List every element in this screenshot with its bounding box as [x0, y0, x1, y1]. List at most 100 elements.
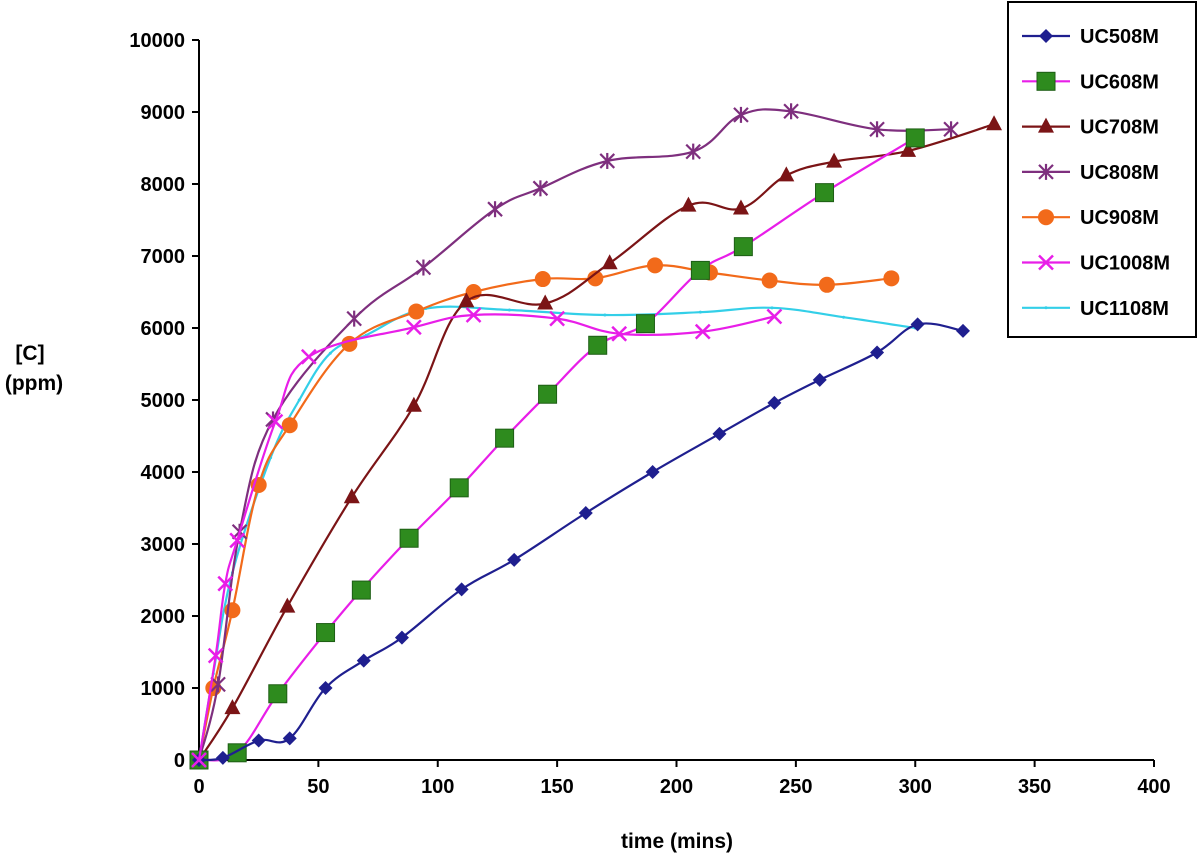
data-point: [458, 292, 475, 308]
data-point: [394, 630, 409, 645]
y-tick-label: 3000: [141, 534, 186, 556]
x-tick-label: 50: [307, 776, 329, 798]
data-point: [812, 372, 827, 387]
data-point: [910, 317, 925, 332]
legend: UC508M UC608M UC708M UC808M UC908M UC1008M UC1…: [1007, 1, 1197, 338]
data-point: [532, 180, 549, 197]
data-point: [766, 308, 783, 325]
x-tick-label: 300: [899, 776, 932, 798]
data-point: [279, 597, 296, 613]
data-point: [487, 201, 503, 218]
data-point: [449, 478, 469, 498]
data-point: [454, 582, 469, 597]
y-tick-label: 10000: [129, 30, 185, 52]
data-point: [356, 653, 371, 668]
data-point: [224, 699, 241, 715]
data-point: [316, 623, 336, 643]
data-point: [870, 345, 885, 360]
legend-item: UC508M: [1022, 26, 1159, 48]
y-tick-label: 5000: [141, 390, 186, 412]
data-point: [733, 106, 749, 123]
data-point: [778, 166, 795, 182]
data-point: [215, 750, 230, 765]
legend-marker: [1038, 254, 1054, 271]
legend-label: UC608M: [1080, 71, 1159, 93]
data-point: [210, 676, 226, 693]
data-point: [645, 465, 660, 479]
y-tick-label: 6000: [141, 318, 186, 340]
data-point: [869, 121, 885, 138]
legend-marker: [1039, 29, 1053, 43]
data-point: [635, 314, 655, 334]
data-point: [588, 335, 608, 355]
data-point: [351, 580, 371, 600]
data-point: [783, 103, 799, 120]
x-tick-label: 400: [1137, 776, 1170, 798]
legend-label: UC508M: [1080, 26, 1159, 48]
y-tick-label: 9000: [141, 102, 186, 124]
data-point: [346, 310, 362, 327]
legend-item: UC1108M: [1022, 298, 1169, 320]
data-point: [538, 384, 558, 404]
data-point: [733, 237, 753, 257]
data-point: [956, 323, 970, 338]
data-point: [826, 152, 843, 168]
series-UC1008M: [191, 307, 783, 768]
legend-marker: [1044, 306, 1048, 310]
data-point: [537, 294, 554, 310]
legend-marker: [1036, 71, 1056, 91]
data-point: [268, 684, 288, 704]
x-tick-label: 100: [421, 776, 454, 798]
y-axis-label-line-2: (ppm): [5, 372, 63, 395]
data-point: [603, 313, 607, 317]
data-point: [732, 199, 749, 215]
y-tick-label: 2000: [141, 606, 186, 628]
x-tick-label: 250: [779, 776, 812, 798]
data-point: [343, 488, 360, 504]
data-point: [943, 121, 959, 138]
series-layer: [189, 103, 1003, 770]
y-tick-label: 4000: [141, 462, 186, 484]
y-tick-label: 1000: [141, 678, 186, 700]
data-point: [282, 731, 297, 746]
data-point: [191, 752, 207, 768]
series-UC708M: [191, 115, 1003, 766]
data-point: [815, 183, 835, 203]
data-point: [405, 319, 422, 336]
legend-item: UC608M: [1022, 71, 1159, 93]
data-point: [842, 315, 846, 319]
x-tick-label: 0: [193, 776, 204, 798]
data-point: [818, 276, 835, 293]
legend-label: UC1008M: [1080, 253, 1170, 275]
data-point: [905, 128, 925, 148]
y-tick-label: 7000: [141, 246, 186, 268]
data-point: [217, 575, 234, 592]
data-point: [300, 348, 317, 365]
data-point: [712, 426, 727, 441]
legend-item: UC908M: [1022, 207, 1159, 229]
data-point: [690, 260, 710, 280]
series-line: [197, 264, 892, 761]
data-point: [408, 303, 425, 320]
data-point: [698, 310, 702, 314]
data-point: [549, 310, 566, 327]
data-point: [341, 335, 358, 352]
data-point: [465, 307, 482, 323]
data-point: [495, 428, 515, 448]
data-point: [328, 351, 332, 355]
legend-item: UC1008M: [1022, 253, 1170, 275]
legend-marker: [1038, 117, 1054, 133]
data-point: [694, 323, 711, 340]
x-axis-label: time (mins): [621, 830, 733, 853]
data-point: [611, 325, 628, 342]
data-point: [900, 141, 917, 157]
legend-item: UC808M: [1022, 162, 1159, 184]
series-line: [197, 313, 775, 761]
data-point: [761, 272, 778, 289]
axes: 0100020003000400050006000700080009000100…: [129, 30, 1170, 798]
series-UC608M: [189, 128, 925, 770]
x-tick-label: 150: [540, 776, 573, 798]
x-tick-label: 350: [1018, 776, 1051, 798]
data-point: [318, 681, 333, 695]
data-point: [534, 271, 551, 288]
